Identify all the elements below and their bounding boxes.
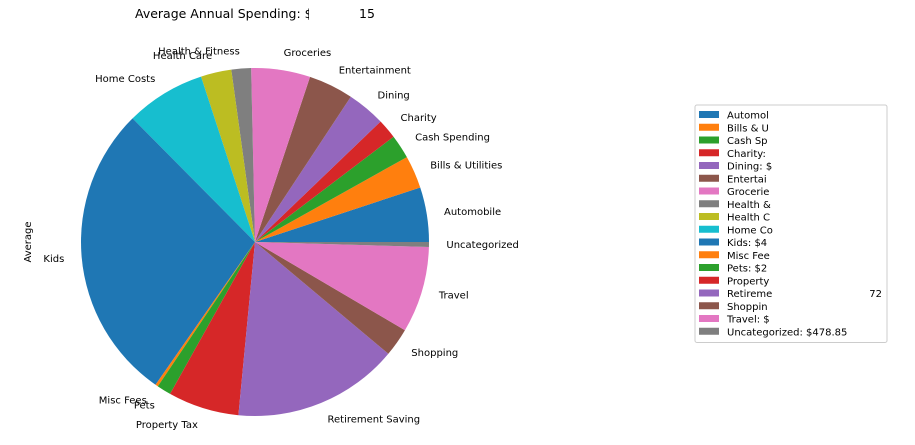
legend-swatch-kids <box>699 238 719 246</box>
legend-label-uncategorized: Uncategorized: $478.85 <box>727 327 847 338</box>
slice-label-shopping: Shopping <box>411 348 458 359</box>
slice-label-groceries: Groceries <box>284 48 332 59</box>
legend-label-kids: Kids: $4 <box>727 238 767 249</box>
slice-label-entertainment: Entertainment <box>339 65 411 76</box>
slice-label-dining: Dining <box>378 90 410 101</box>
pie-slice-entertainment <box>255 76 351 243</box>
legend-swatch-automobile <box>699 111 719 118</box>
legend-suffix-retirement-saving: 72 <box>869 289 882 300</box>
pie-slice-groceries <box>251 67 311 243</box>
pie-slice-labels: Automobile Bills & Utilities Cash Spending… <box>43 47 518 432</box>
chart-title: Average Annual Spending: $1 <box>135 6 321 21</box>
pie-slices <box>81 67 430 417</box>
pie-slice-dining <box>255 96 381 242</box>
chart-title-group: Average Annual Spending: $1 15 <box>135 5 375 23</box>
legend-label-shopping: Shoppin <box>727 302 768 313</box>
slice-label-misc-fees: Misc Fees <box>99 395 147 406</box>
slice-label-kids: Kids <box>43 254 64 265</box>
title-occluder <box>309 5 361 23</box>
legend-swatch-entertainment <box>699 174 719 182</box>
slice-label-travel: Travel <box>438 291 469 302</box>
legend-label-retirement-saving: Retireme <box>727 289 772 300</box>
legend-label-dining: Dining: $ <box>727 162 772 173</box>
slice-label-pets: Pets <box>134 401 155 412</box>
slice-label-bills-utilities: Bills & Utilities <box>430 161 502 172</box>
slice-label-automobile: Automobile <box>444 207 501 218</box>
chart-title-suffix: 15 <box>359 6 375 21</box>
pie-slice-health-care <box>201 69 255 242</box>
legend-label-automobile: Automol <box>727 111 769 122</box>
slice-label-charity: Charity <box>401 113 437 124</box>
legend-swatch-uncategorized <box>699 327 719 335</box>
pie-slice-charity <box>255 121 394 242</box>
slice-label-property-tax: Property Tax <box>136 420 198 431</box>
legend-swatch-groceries <box>699 187 719 195</box>
pie-slice-retirement-saving <box>238 242 389 417</box>
slice-label-home-costs: Home Costs <box>95 74 155 85</box>
legend-swatch-health-fitness <box>699 200 719 208</box>
pie-slice-health-fitness <box>231 68 255 242</box>
slice-label-health-care: Health Care <box>153 51 212 62</box>
legend-swatch-cash-spending <box>699 136 719 144</box>
legend-swatch-retirement-saving <box>699 289 719 297</box>
pie-slice-uncategorized <box>255 242 430 247</box>
pie-slice-kids <box>81 118 256 385</box>
pie-slice-cash-spending <box>255 136 407 242</box>
pie-slice-property-tax <box>170 242 255 416</box>
legend-label-misc-fees: Misc Fee <box>727 251 770 262</box>
legend-label-health-care: Health C <box>727 213 770 224</box>
pie-slice-bills-utilities <box>255 157 421 242</box>
legend-swatch-property-tax <box>699 276 719 284</box>
legend-swatch-shopping <box>699 302 719 310</box>
legend-label-bills-utilities: Bills & U <box>727 123 769 134</box>
legend-swatch-dining <box>699 162 719 169</box>
slice-label-health-fitness: Health & Fitness <box>158 47 240 58</box>
legend-swatch-travel <box>699 315 719 322</box>
y-axis-label: Average <box>23 221 34 262</box>
legend-label-pets: Pets: $2 <box>727 264 767 275</box>
legend-frame <box>694 104 888 343</box>
legend-label-cash-spending: Cash Sp <box>727 136 768 147</box>
legend-label-health-fitness: Health & <box>727 200 771 211</box>
legend-label-property-tax: Property <box>727 276 769 287</box>
pie-slice-pets <box>157 242 255 394</box>
slice-label-uncategorized: Uncategorized <box>446 240 518 251</box>
legend-label-home-costs: Home Co <box>727 225 773 236</box>
pie-slice-misc-fees <box>155 242 255 387</box>
slice-label-cash-spending: Cash Spending <box>415 133 490 144</box>
legend-swatch-pets <box>699 264 719 271</box>
slice-label-retirement-saving: Retirement Saving <box>328 415 421 426</box>
legend-label-charity: Charity: <box>727 149 766 160</box>
legend-swatch-health-care <box>699 213 719 220</box>
legend-label-travel: Travel: $ <box>726 315 770 326</box>
legend-label-entertainment: Entertai <box>727 174 767 185</box>
pie-slice-shopping <box>255 242 405 354</box>
pie-slice-travel <box>255 242 429 331</box>
pie-slice-home-costs <box>132 76 255 242</box>
legend-label-groceries: Grocerie <box>727 187 769 198</box>
pie-slice-automobile <box>255 187 429 242</box>
legend-swatch-bills-utilities <box>699 123 719 131</box>
legend-swatch-home-costs <box>699 225 719 233</box>
legend-swatch-misc-fees <box>699 251 719 259</box>
legend-swatch-charity <box>699 149 719 157</box>
